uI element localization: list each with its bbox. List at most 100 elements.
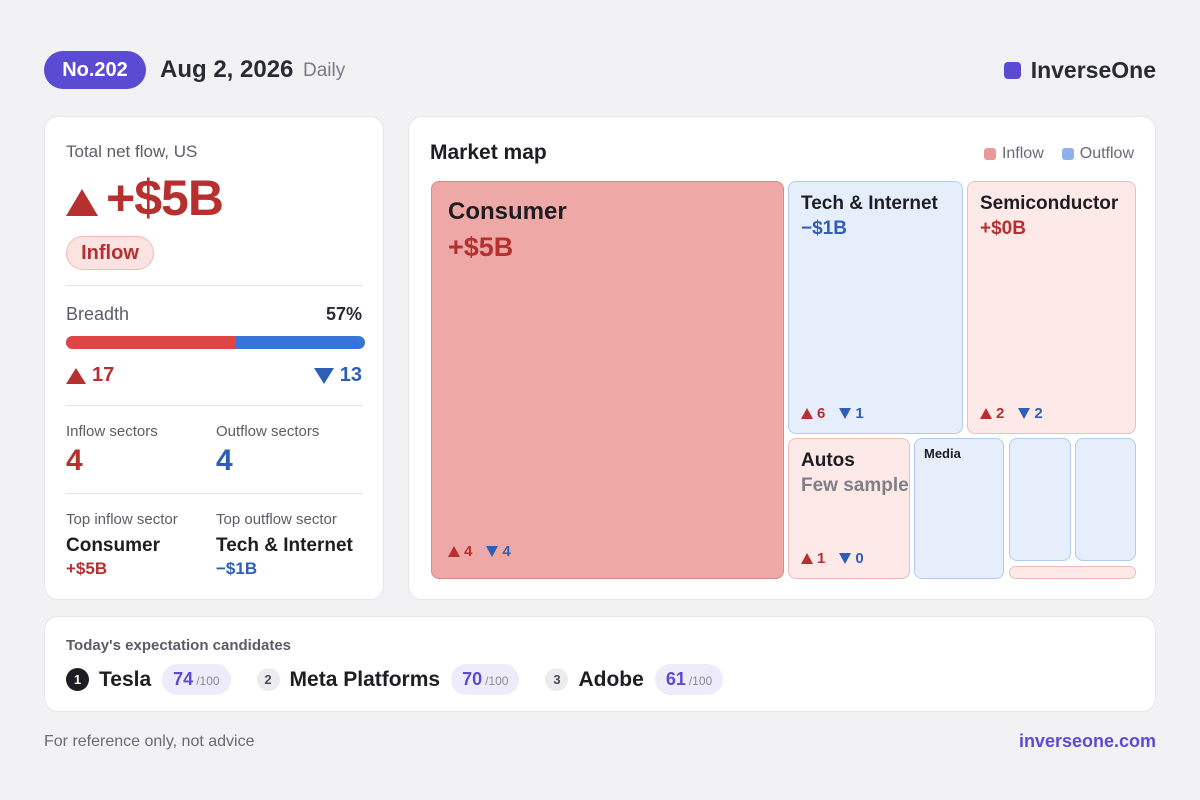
market-map-legend: Inflow Outflow: [983, 145, 1134, 163]
outflow-sectors-label: Outflow sectors: [216, 423, 320, 440]
tile-media[interactable]: Media: [914, 438, 1004, 579]
score-value: 61: [665, 669, 686, 689]
legend-outflow-label: Outflow: [1079, 145, 1134, 162]
tile-consumer-name: Consumer: [448, 198, 567, 225]
tile-autos-counts: 1 0: [801, 550, 864, 567]
inflow-swatch-icon: [983, 148, 996, 160]
outflow-swatch-icon: [1061, 148, 1074, 160]
tile-tech-internet[interactable]: Tech & Internet −$1B 6 1: [788, 181, 963, 434]
up-arrow-icon: [801, 553, 813, 564]
net-flow-value-row: +$5B: [66, 169, 224, 227]
divider: [66, 405, 363, 406]
advancers-count: 17: [66, 364, 114, 387]
top-inflow-sector: Consumer: [66, 535, 160, 556]
tile-semi-value: +$0B: [980, 218, 1026, 239]
candidates-card: Today's expectation candidates 1 Tesla 7…: [44, 616, 1156, 712]
brand-logo-icon: [1003, 62, 1021, 79]
score-value: 70: [462, 669, 483, 689]
disclaimer: For reference only, not advice: [44, 733, 255, 750]
breadth-label: Breadth: [66, 304, 130, 324]
score-max: /100: [196, 674, 220, 688]
candidate-item[interactable]: 1 Tesla 74 /100: [66, 664, 231, 695]
tile-consumer-down: 4: [502, 543, 511, 560]
down-arrow-icon: [1018, 408, 1031, 419]
up-arrow-icon: [448, 546, 460, 557]
tile-tech-up: 6: [817, 405, 826, 422]
down-arrow-icon: [313, 367, 334, 384]
tile-media-name: Media: [924, 446, 961, 461]
score-max: /100: [485, 674, 509, 688]
up-arrow-icon: [66, 367, 86, 384]
tile-small-1[interactable]: [1009, 438, 1071, 561]
tile-semi-counts: 2 2: [980, 405, 1043, 422]
legend-inflow: Inflow: [983, 145, 1044, 163]
top-inflow-label: Top inflow sector: [66, 511, 178, 528]
score-value: 74: [173, 669, 194, 689]
score-pill: 61 /100: [654, 664, 724, 695]
advancers-value: 17: [92, 364, 115, 386]
score-pill: 74 /100: [162, 664, 231, 695]
tile-autos-name: Autos: [801, 450, 855, 471]
website-link[interactable]: inverseone.com: [1018, 731, 1156, 751]
top-outflow-label: Top outflow sector: [216, 511, 337, 528]
issue-badge: No.202: [44, 51, 146, 89]
breadth-percent: 57%: [325, 304, 362, 324]
decliners-value: 13: [339, 364, 362, 386]
tile-consumer[interactable]: Consumer +$5B 4 4: [431, 181, 784, 579]
rank-badge: 3: [545, 668, 569, 691]
tile-semi-down: 2: [1034, 405, 1043, 422]
brand-name: InverseOne: [1030, 57, 1156, 83]
tile-consumer-up: 4: [464, 543, 473, 560]
tile-tech-down: 1: [855, 405, 864, 422]
report-date: Aug 2, 2026: [160, 56, 294, 83]
tile-autos-note: Few samples: [801, 475, 910, 496]
inflow-sectors-label: Inflow sectors: [66, 423, 158, 440]
tile-small-2[interactable]: [1075, 438, 1136, 561]
net-flow-value: +$5B: [106, 170, 224, 226]
up-arrow-icon: [980, 408, 992, 419]
up-arrow-icon: [66, 188, 98, 216]
decliners-count: 13: [313, 364, 362, 387]
candidate-item[interactable]: 3 Adobe 61 /100: [545, 664, 724, 695]
breadth-bar-fill: [66, 336, 237, 349]
outflow-sectors-value: 4: [216, 444, 233, 477]
tile-consumer-counts: 4 4: [448, 543, 511, 560]
candidate-item[interactable]: 2 Meta Platforms 70 /100: [256, 664, 520, 695]
rank-badge: 2: [256, 668, 280, 691]
tile-semi-name: Semiconductor: [980, 193, 1119, 214]
legend-outflow: Outflow: [1061, 145, 1134, 163]
down-arrow-icon: [486, 546, 499, 557]
candidate-name: Tesla: [99, 667, 152, 691]
report-period: Daily: [303, 60, 346, 81]
down-arrow-icon: [839, 553, 852, 564]
flow-direction-badge: Inflow: [66, 236, 154, 270]
legend-inflow-label: Inflow: [1001, 145, 1044, 162]
up-arrow-icon: [801, 408, 813, 419]
candidates-list: 1 Tesla 74 /100 2 Meta Platforms 70 /100…: [66, 664, 749, 695]
tile-tech-counts: 6 1: [801, 405, 864, 422]
down-arrow-icon: [839, 408, 852, 419]
market-map-card: Market map Inflow Outflow Consumer +$5B …: [408, 116, 1156, 600]
rank-badge: 1: [66, 668, 89, 691]
tile-tech-name: Tech & Internet: [801, 193, 938, 214]
tile-semi-up: 2: [996, 405, 1005, 422]
tile-semiconductor[interactable]: Semiconductor +$0B 2 2: [967, 181, 1136, 434]
top-outflow-sector: Tech & Internet: [216, 535, 353, 556]
score-max: /100: [688, 674, 713, 688]
inflow-sectors-value: 4: [66, 444, 83, 477]
tile-small-3[interactable]: [1009, 566, 1136, 579]
market-map-title: Market map: [430, 141, 547, 164]
score-pill: 70 /100: [451, 664, 520, 695]
top-outflow-value: −$1B: [216, 559, 258, 578]
tile-consumer-value: +$5B: [448, 232, 514, 262]
candidate-name: Adobe: [578, 667, 644, 691]
top-inflow-value: +$5B: [66, 559, 108, 578]
tile-tech-value: −$1B: [801, 218, 847, 239]
breadth-bar: [66, 336, 365, 349]
divider: [66, 493, 363, 494]
tile-autos[interactable]: Autos Few samples 1 0: [788, 438, 910, 579]
candidate-name: Meta Platforms: [289, 667, 441, 691]
header: No.202 Aug 2, 2026 Daily InverseOne: [44, 51, 1156, 91]
tile-autos-down: 0: [855, 550, 864, 567]
divider: [66, 285, 363, 286]
